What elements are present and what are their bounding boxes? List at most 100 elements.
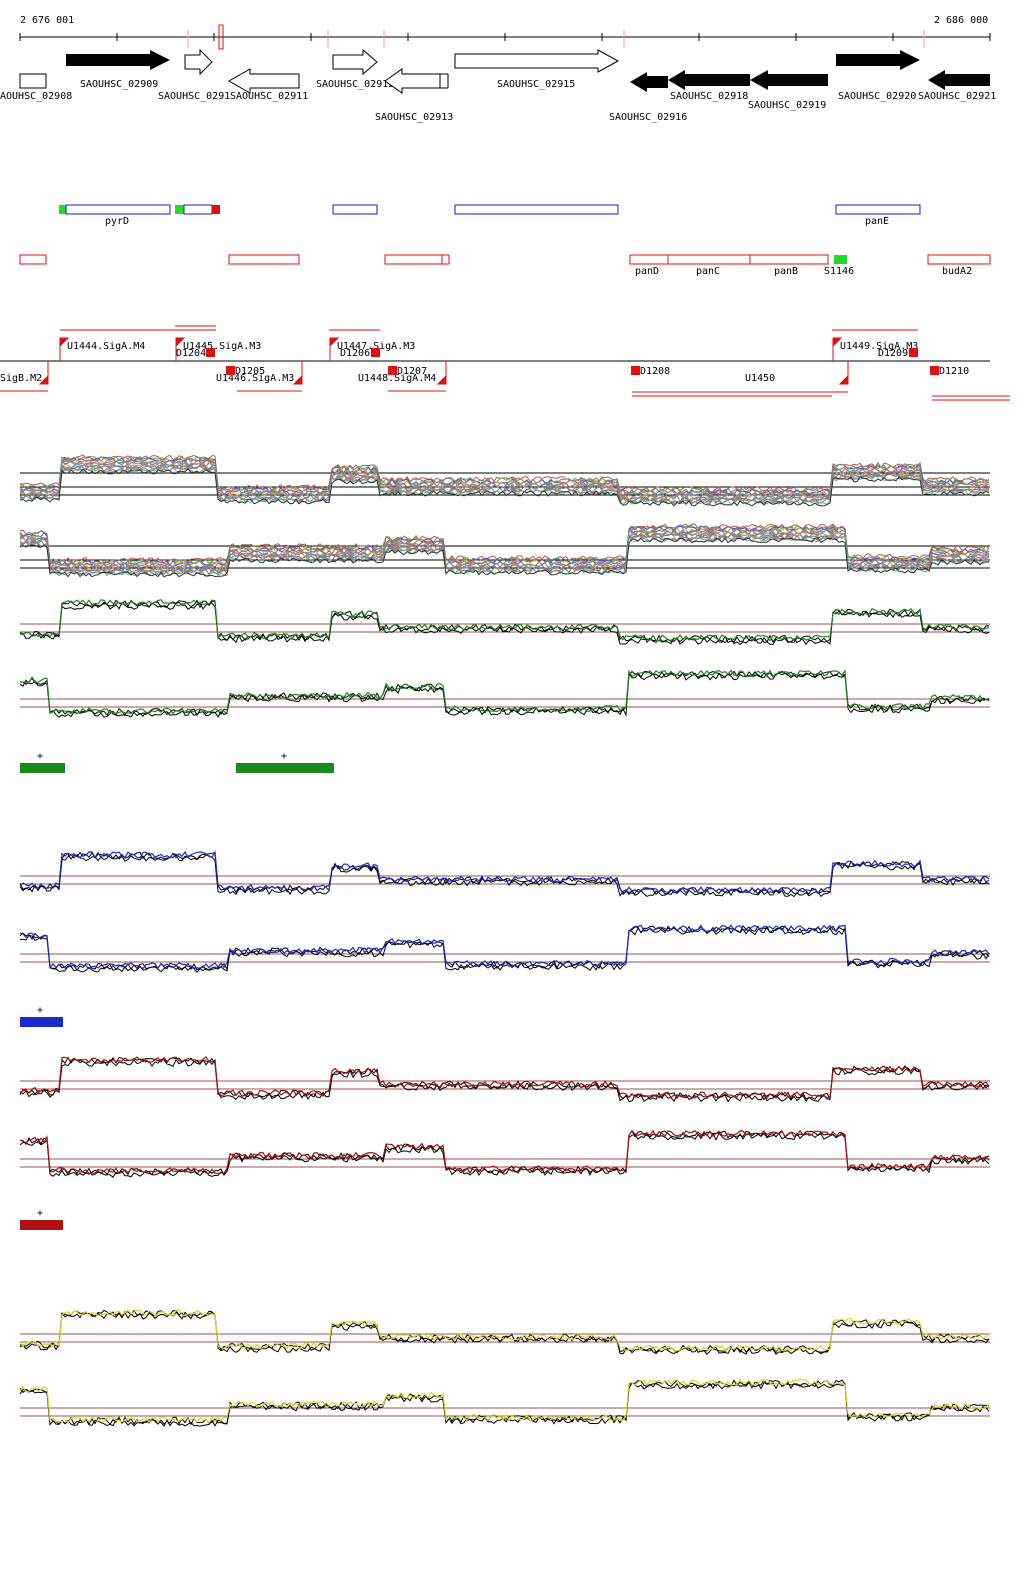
- feature-blue-box[interactable]: [183, 204, 213, 215]
- green-start-mark: [175, 205, 184, 214]
- green-track-bottom-black-line: [19, 672, 990, 718]
- promoter-label-u1448: U1448.SigA.M4: [358, 373, 436, 384]
- feature-S1146[interactable]: [834, 255, 847, 264]
- promoter-flag[interactable]: [832, 337, 843, 361]
- multicolor-track-top-line: [19, 467, 990, 506]
- promoter-flag[interactable]: [292, 361, 303, 385]
- terminator-label-d1207: D1207: [397, 366, 427, 377]
- terminator-d1207[interactable]: [388, 366, 397, 375]
- promoter-label-u1447: U1447.SigA.M3: [337, 341, 415, 352]
- multicolor-track-bottom-line: [19, 532, 990, 573]
- promoter-flag[interactable]: [838, 361, 849, 385]
- gene-saouhsc-02909[interactable]: [66, 50, 170, 70]
- gene-saouhsc-02918[interactable]: [668, 70, 750, 90]
- feature-panD[interactable]: [629, 254, 669, 265]
- green-track-top-line: [19, 599, 990, 642]
- feature-label-budA2: budA2: [942, 266, 972, 277]
- condition-bar-green[interactable]: [236, 763, 334, 773]
- gene-saouhsc-02910[interactable]: [184, 48, 213, 76]
- yellow-track-bottom-line: [19, 1378, 990, 1424]
- gene-label-02909: SAOUHSC_02909: [80, 79, 158, 90]
- feature-blue-box[interactable]: [454, 204, 619, 215]
- terminator-d1205[interactable]: [226, 366, 235, 375]
- promoter-label-u1446: U1446.SigA.M3: [216, 373, 294, 384]
- multicolor-track-bottom-line: [19, 525, 990, 567]
- feature-pyrD[interactable]: [65, 204, 171, 215]
- multicolor-track-bottom-line: [19, 530, 990, 572]
- feature-label-panD: panD: [635, 266, 659, 277]
- feature-budA2[interactable]: [927, 254, 991, 265]
- feature-panB[interactable]: [749, 254, 829, 265]
- gene-label-02911: SAOUHSC_02911: [230, 91, 308, 102]
- feature-blue-box[interactable]: [332, 204, 378, 215]
- terminator-label-d1209: D1209: [878, 348, 908, 359]
- gene-label-02920: SAOUHSC_02920: [838, 91, 916, 102]
- yellow-track-top-black-line: [19, 1309, 990, 1354]
- gene-saouhsc-02916[interactable]: [630, 72, 668, 92]
- condition-bar-blue[interactable]: [20, 1017, 63, 1027]
- red-track-top-black-line: [19, 1058, 990, 1103]
- green-start-mark: [59, 205, 66, 214]
- gene-saouhsc-02911[interactable]: [227, 68, 300, 94]
- feature-label-panC: panC: [696, 266, 720, 277]
- multicolor-track-top-line: [19, 465, 990, 505]
- gene-saouhsc-02915[interactable]: [454, 49, 620, 73]
- feature-red-box[interactable]: [228, 254, 300, 265]
- terminator-d1210[interactable]: [930, 366, 939, 375]
- terminator-d1208[interactable]: [631, 366, 640, 375]
- terminator-d1206[interactable]: [371, 348, 380, 357]
- gene-label-02908: AOUHSC_02908: [0, 91, 72, 102]
- promoter-flag[interactable]: [175, 337, 186, 361]
- feature-red-box[interactable]: [441, 254, 450, 265]
- feature-label-pyrD: pyrD: [105, 216, 129, 227]
- plus-mark: +: [37, 1208, 43, 1219]
- promoter-flag[interactable]: [59, 337, 70, 361]
- gene-label-02919: SAOUHSC_02919: [748, 100, 826, 111]
- gene-track: AOUHSC_02908 SAOUHSC_02909 SAOUHSC_0291 …: [0, 48, 996, 123]
- multicolor-track-bottom-line: [19, 537, 990, 578]
- gene-label-02912: SAOUHSC_02912: [316, 79, 394, 90]
- promoter-label-sigb: SigB.M2: [0, 373, 42, 384]
- gene-saouhsc-02913[interactable]: [384, 68, 441, 94]
- promoter-label-u1445: U1445.SigA.M3: [183, 341, 261, 352]
- multicolor-track-bottom-line: [19, 527, 990, 568]
- condition-bar-red[interactable]: [20, 1220, 63, 1230]
- gene-saouhsc-02920[interactable]: [836, 50, 920, 70]
- gene-saouhsc-02921[interactable]: [928, 70, 990, 90]
- blue-annotation-track: pyrD panE: [59, 204, 921, 227]
- multicolor-track-bottom-line: [19, 529, 989, 571]
- condition-bar-green[interactable]: [20, 763, 65, 773]
- gene-saouhsc-02919[interactable]: [750, 70, 828, 90]
- feature-red-box[interactable]: [19, 254, 47, 265]
- feature-panE[interactable]: [835, 204, 921, 215]
- terminator-label-d1210: D1210: [939, 366, 969, 377]
- feature-red-box[interactable]: [384, 254, 443, 265]
- promoter-track: U1444.SigA.M4 U1445.SigA.M3 U1447.SigA.M…: [0, 325, 1010, 401]
- promoter-flag[interactable]: [38, 361, 49, 385]
- plus-mark: +: [37, 751, 43, 762]
- terminator-d1204[interactable]: [206, 348, 215, 357]
- blue-track-top-black-line: [19, 851, 990, 896]
- red-track-bottom-black-line: [19, 1132, 990, 1178]
- ruler-end-label: 2 686 000: [934, 15, 988, 26]
- red-track-bottom-black-line: [19, 1129, 990, 1177]
- feature-label-panE: panE: [865, 216, 889, 227]
- gene-saouhsc-02908[interactable]: [19, 73, 47, 89]
- yellow-track-bottom-black-line: [19, 1381, 990, 1427]
- feature-panC[interactable]: [667, 254, 751, 265]
- gene-saouhsc-02912[interactable]: [332, 48, 378, 76]
- promoter-label-u1449: U1449.SigA.M3: [840, 341, 918, 352]
- ruler-marker: [218, 24, 224, 50]
- promoter-flag[interactable]: [436, 361, 447, 385]
- terminator-d1209[interactable]: [909, 348, 918, 357]
- yellow-track-top-line: [19, 1309, 990, 1353]
- green-track-top-black-line: [19, 601, 990, 646]
- promoter-flag[interactable]: [329, 337, 340, 361]
- gene-label-02918: SAOUHSC_02918: [670, 91, 748, 102]
- gene-label-02916: SAOUHSC_02916: [609, 112, 687, 123]
- multicolor-track-top-line: [19, 464, 990, 503]
- promoter-label-u1450: U1450: [745, 373, 775, 384]
- green-track-bottom-line: [19, 669, 990, 715]
- multicolor-track-bottom-line: [19, 524, 990, 565]
